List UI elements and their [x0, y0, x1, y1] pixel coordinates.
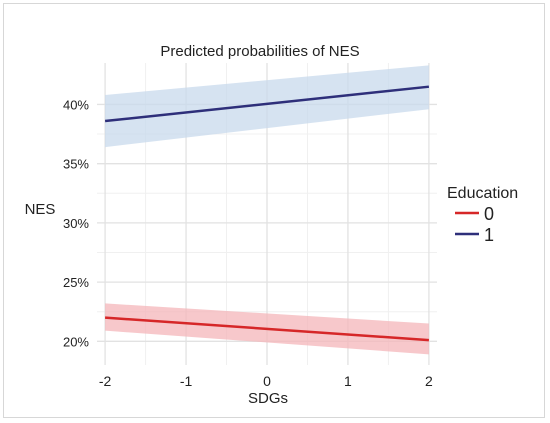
- x-tick-label: 2: [425, 373, 433, 389]
- x-axis-label: SDGs: [248, 390, 288, 407]
- legend: Education 01: [447, 185, 518, 245]
- series-line-1: [104, 85, 430, 123]
- x-axis-ticks: -2 -1 0 1 2: [99, 373, 433, 389]
- y-tick-label: 35%: [63, 157, 89, 172]
- x-tick-label: 0: [263, 373, 271, 389]
- y-tick-label: 30%: [63, 216, 89, 231]
- y-axis-label: NES: [25, 201, 56, 218]
- y-tick-label: 25%: [63, 275, 89, 290]
- legend-label-1: 1: [484, 225, 494, 245]
- x-tick-label: -1: [180, 373, 193, 389]
- y-tick-label: 40%: [63, 97, 89, 112]
- series-lines: [104, 85, 430, 342]
- y-axis-ticks: 20% 25% 30% 35% 40%: [63, 97, 89, 349]
- series-line-0: [105, 316, 429, 342]
- chart-title: Predicted probabilities of NES: [160, 43, 359, 60]
- x-tick-label: -2: [99, 373, 112, 389]
- confidence-band-1: [105, 65, 429, 148]
- legend-label-0: 0: [484, 204, 494, 224]
- legend-title: Education: [447, 185, 518, 202]
- x-tick-label: 1: [344, 373, 352, 389]
- y-tick-label: 20%: [63, 334, 89, 349]
